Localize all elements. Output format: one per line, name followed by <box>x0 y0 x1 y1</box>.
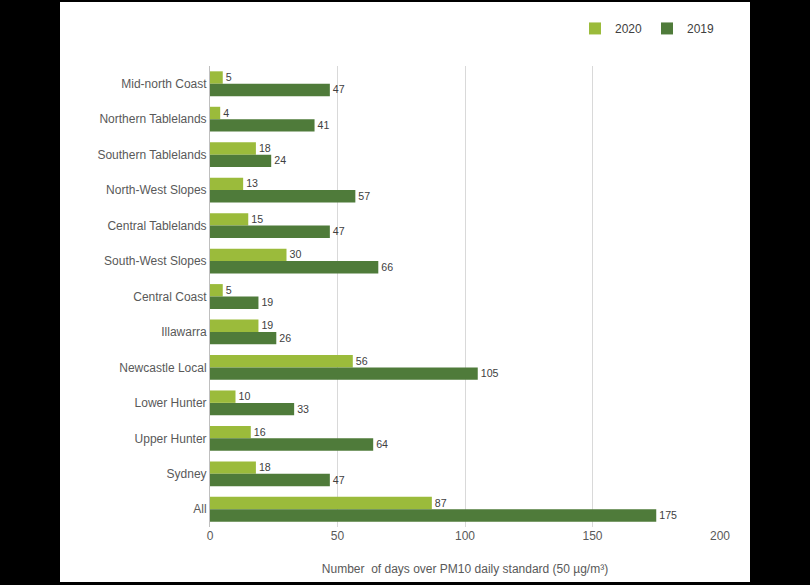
svg-text:50: 50 <box>331 529 345 543</box>
svg-text:Newcastle Local: Newcastle Local <box>119 361 206 375</box>
svg-text:33: 33 <box>297 403 309 415</box>
svg-text:200: 200 <box>710 529 730 543</box>
svg-text:64: 64 <box>376 438 388 450</box>
svg-text:19: 19 <box>261 319 273 331</box>
svg-text:18: 18 <box>259 461 271 473</box>
svg-text:47: 47 <box>333 83 345 95</box>
svg-text:2019: 2019 <box>687 22 714 36</box>
svg-text:0: 0 <box>207 529 214 543</box>
svg-text:All: All <box>193 502 206 516</box>
svg-text:10: 10 <box>239 390 251 402</box>
svg-text:19: 19 <box>261 296 273 308</box>
svg-text:56: 56 <box>356 355 368 367</box>
svg-text:5: 5 <box>226 71 232 83</box>
svg-text:100: 100 <box>455 529 475 543</box>
svg-text:18: 18 <box>259 142 271 154</box>
svg-text:47: 47 <box>333 474 345 486</box>
svg-text:30: 30 <box>290 248 302 260</box>
svg-text:North-West Slopes: North-West Slopes <box>106 183 206 197</box>
svg-text:Mid-north Coast: Mid-north Coast <box>121 77 207 91</box>
svg-text:47: 47 <box>333 225 345 237</box>
svg-text:24: 24 <box>274 154 286 166</box>
svg-text:Upper Hunter: Upper Hunter <box>135 432 207 446</box>
svg-text:Sydney: Sydney <box>167 467 207 481</box>
svg-text:16: 16 <box>254 426 266 438</box>
svg-text:Illawarra: Illawarra <box>161 325 207 339</box>
svg-text:15: 15 <box>251 213 263 225</box>
svg-text:Lower Hunter: Lower Hunter <box>135 396 207 410</box>
svg-text:Northern Tablelands: Northern Tablelands <box>99 112 206 126</box>
svg-text:Central Tablelands: Central Tablelands <box>107 219 206 233</box>
svg-text:South-West Slopes: South-West Slopes <box>104 254 207 268</box>
svg-text:150: 150 <box>582 529 602 543</box>
svg-text:Southern Tablelands: Southern Tablelands <box>97 148 206 162</box>
svg-text:13: 13 <box>246 177 258 189</box>
svg-text:105: 105 <box>481 367 499 379</box>
svg-text:41: 41 <box>318 119 330 131</box>
svg-text:175: 175 <box>659 509 677 521</box>
svg-text:66: 66 <box>381 261 393 273</box>
svg-text:26: 26 <box>279 332 291 344</box>
svg-text:2020: 2020 <box>615 22 642 36</box>
svg-text:Central Coast: Central Coast <box>133 290 207 304</box>
svg-text:87: 87 <box>435 497 447 509</box>
svg-text:4: 4 <box>223 107 229 119</box>
svg-text:Number of days over PM10 dail: Number of days over PM10 daily standard … <box>322 562 608 576</box>
svg-text:57: 57 <box>358 190 370 202</box>
svg-text:5: 5 <box>226 284 232 296</box>
